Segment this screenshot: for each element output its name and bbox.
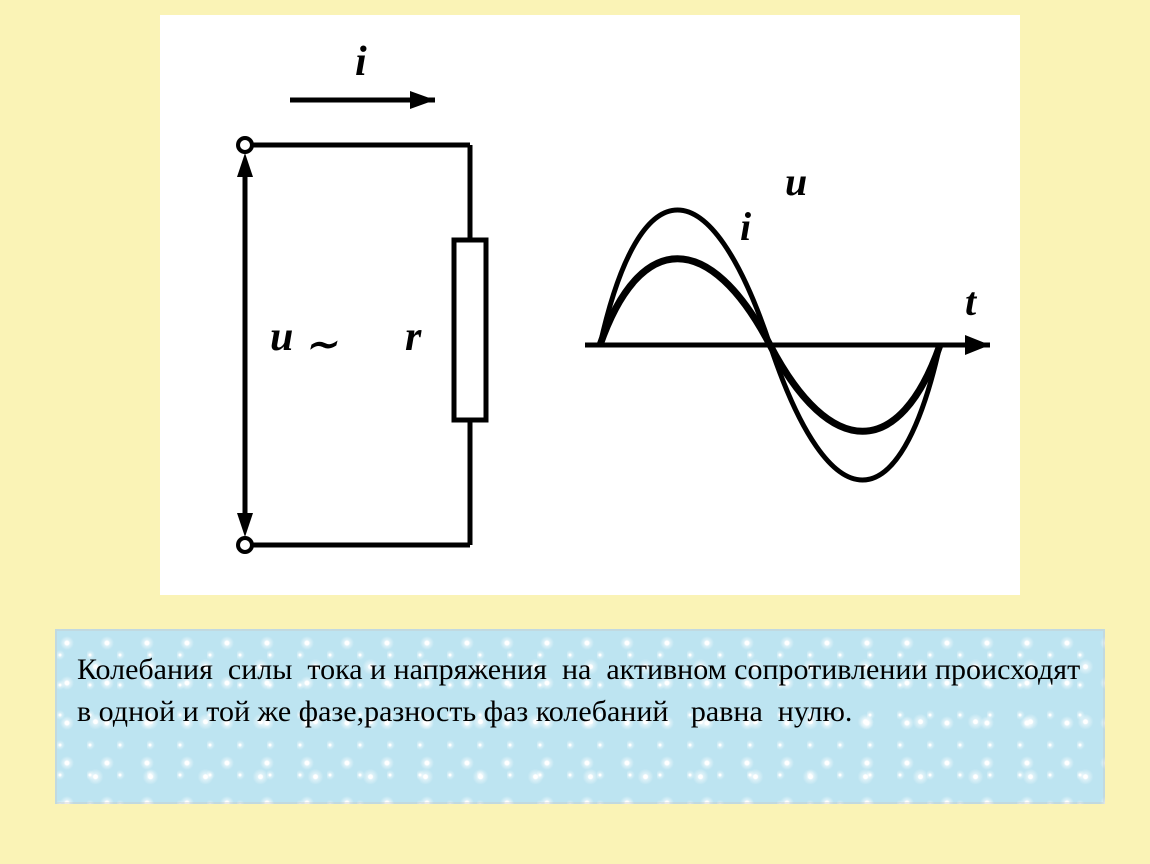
current-wave-label: i	[740, 204, 751, 249]
voltage-arrow-head-bottom	[237, 513, 253, 537]
figure-container: i	[160, 15, 1020, 595]
figure-svg: i	[160, 15, 1020, 595]
graph: t u i	[585, 159, 990, 480]
terminal-bottom	[238, 538, 252, 552]
voltage-arrow-head-top	[237, 153, 253, 177]
slide: i	[0, 0, 1150, 864]
ac-symbol: ∼	[305, 324, 338, 366]
current-arrow-head	[410, 91, 435, 109]
voltage-label: u	[270, 314, 293, 360]
caption: Колебания силы тока и напряжения на акти…	[55, 629, 1105, 804]
current-label: i	[355, 39, 367, 85]
resistor-label: r	[405, 314, 422, 360]
circuit-diagram: i	[237, 39, 486, 552]
voltage-wave-label: u	[785, 159, 807, 204]
t-axis-arrow	[965, 335, 990, 355]
t-axis-label: t	[965, 279, 978, 324]
terminal-top	[238, 138, 252, 152]
resistor	[454, 240, 486, 420]
